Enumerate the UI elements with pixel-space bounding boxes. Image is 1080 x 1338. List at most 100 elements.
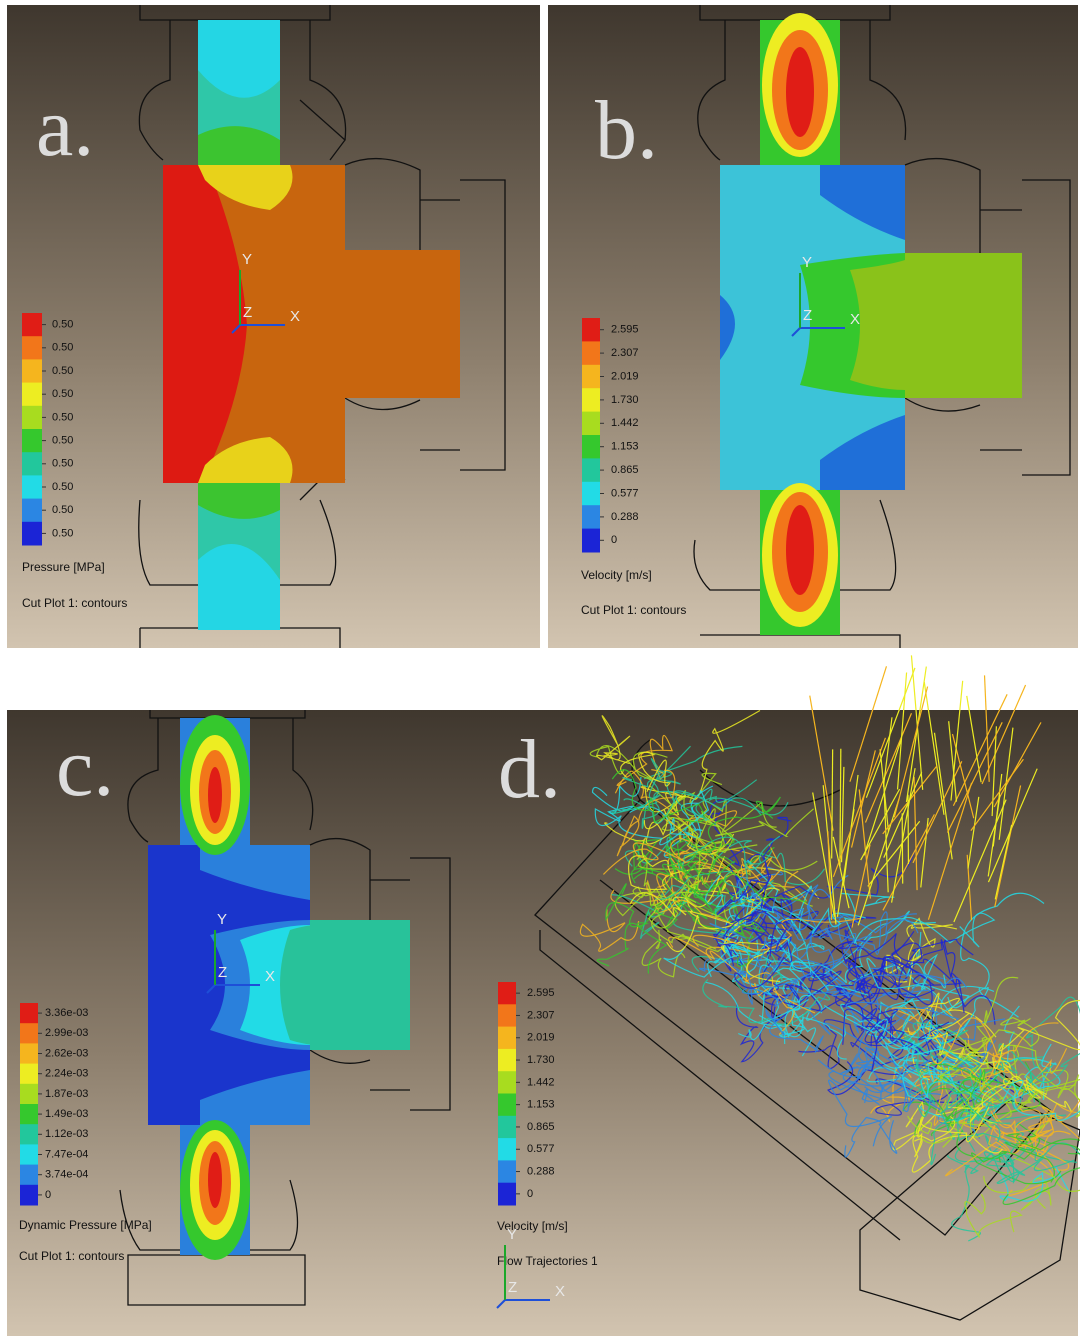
legend-band	[20, 1185, 38, 1206]
legend-tick-label: 7.47e-04	[45, 1148, 88, 1160]
legend-band	[582, 529, 600, 553]
axis-label-x: X	[850, 311, 860, 328]
legend-tick-label: 1.153	[611, 441, 639, 453]
legend-band	[22, 359, 42, 383]
legend-band	[22, 336, 42, 360]
legend-band	[498, 1049, 516, 1072]
legend-tick-label: 2.307	[527, 1009, 555, 1021]
legend-tick-label: 2.595	[611, 324, 639, 336]
legend-tick-label: 1.153	[527, 1099, 555, 1111]
legend-band	[582, 505, 600, 529]
legend-band	[582, 482, 600, 506]
legend-tick-label: 3.36e-03	[45, 1007, 88, 1019]
legend-tick-label: 2.307	[611, 347, 639, 359]
legend-band	[582, 435, 600, 459]
legend-title: Dynamic Pressure [MPa]	[19, 1218, 152, 1232]
legend-band	[20, 1165, 38, 1186]
panel-label: c.	[56, 721, 114, 814]
legend-tick-label: 0.288	[611, 511, 639, 523]
legend-band	[20, 1023, 38, 1044]
legend-band	[498, 1116, 516, 1139]
legend-band	[582, 412, 600, 436]
legend-band	[20, 1003, 38, 1024]
legend-tick-label: 0.288	[527, 1165, 555, 1177]
legend-band	[22, 429, 42, 453]
legend-tick-label: 0.50	[52, 458, 73, 470]
legend-tick-label: 0.865	[527, 1121, 555, 1133]
legend-title: Velocity [m/s]	[581, 568, 652, 582]
panel-label: a.	[36, 81, 94, 174]
legend-band	[22, 522, 42, 546]
legend-tick-label: 0.865	[611, 464, 639, 476]
legend-title: Pressure [MPa]	[22, 560, 105, 574]
legend-band	[498, 1094, 516, 1117]
legend-band	[22, 383, 42, 407]
legend-band	[22, 313, 42, 337]
legend-band	[582, 365, 600, 389]
legend-band	[20, 1124, 38, 1145]
axis-label-y: Y	[507, 1226, 517, 1243]
legend-band	[22, 452, 42, 476]
legend-tick-label: 1.442	[527, 1076, 555, 1088]
axis-label-z: Z	[218, 964, 227, 981]
legend-tick-label: 2.24e-03	[45, 1068, 88, 1080]
legend-tick-label: 2.019	[611, 370, 639, 382]
axis-label-y: Y	[802, 254, 812, 271]
legend-band	[20, 1144, 38, 1165]
plot-caption: Cut Plot 1: contours	[581, 603, 686, 617]
panel-label: d.	[498, 723, 561, 816]
legend-band	[498, 982, 516, 1005]
legend-tick-label: 0	[45, 1189, 51, 1201]
axis-label-y: Y	[217, 911, 227, 928]
legend-tick-label: 2.99e-03	[45, 1027, 88, 1039]
legend-tick-label: 0.50	[52, 527, 73, 539]
legend-tick-label: 1.730	[611, 394, 639, 406]
legend-band	[22, 475, 42, 499]
legend-band	[498, 1071, 516, 1094]
axis-label-z: Z	[803, 307, 812, 324]
legend-tick-label: 0.50	[52, 504, 73, 516]
legend-band	[498, 1004, 516, 1027]
legend-band	[498, 1027, 516, 1050]
plot-caption: Flow Trajectories 1	[497, 1254, 598, 1268]
legend-tick-label: 1.730	[527, 1054, 555, 1066]
axis-label-z: Z	[243, 304, 252, 321]
legend-tick-label: 2.595	[527, 987, 555, 999]
legend-band	[582, 388, 600, 412]
axis-label-y: Y	[242, 251, 252, 268]
legend-tick-label: 0.577	[527, 1143, 555, 1155]
legend-tick-label: 0.50	[52, 365, 73, 377]
legend-tick-label: 0.50	[52, 319, 73, 331]
legend-tick-label: 0	[527, 1188, 533, 1200]
legend-tick-label: 1.12e-03	[45, 1128, 88, 1140]
legend-band	[20, 1084, 38, 1105]
legend-band	[20, 1064, 38, 1085]
axis-label-x: X	[555, 1283, 565, 1300]
legend-tick-label: 3.74e-04	[45, 1169, 88, 1181]
legend-band	[498, 1138, 516, 1161]
axis-label-x: X	[265, 968, 275, 985]
legend-tick-label: 2.62e-03	[45, 1047, 88, 1059]
legend-band	[498, 1160, 516, 1183]
plot-caption: Cut Plot 1: contours	[19, 1249, 124, 1263]
legend-band	[498, 1183, 516, 1206]
legend-band	[582, 318, 600, 342]
legend-tick-label: 1.442	[611, 417, 639, 429]
legend-tick-label: 1.87e-03	[45, 1088, 88, 1100]
legend-band	[22, 406, 42, 430]
plot-caption: Cut Plot 1: contours	[22, 596, 127, 610]
legend-tick-label: 0.50	[52, 388, 73, 400]
legend-tick-label: 2.019	[527, 1032, 555, 1044]
legend-tick-label: 0.50	[52, 481, 73, 493]
legend-band	[20, 1043, 38, 1064]
legend-tick-label: 0.577	[611, 487, 639, 499]
axis-label-x: X	[290, 308, 300, 325]
legend-tick-label: 1.49e-03	[45, 1108, 88, 1120]
panel-label: b.	[595, 84, 658, 177]
axis-label-z: Z	[508, 1279, 517, 1296]
legend-tick-label: 0.50	[52, 411, 73, 423]
legend-tick-label: 0.50	[52, 342, 73, 354]
legend-tick-label: 0.50	[52, 435, 73, 447]
legend-band	[20, 1104, 38, 1125]
legend-band	[22, 499, 42, 523]
